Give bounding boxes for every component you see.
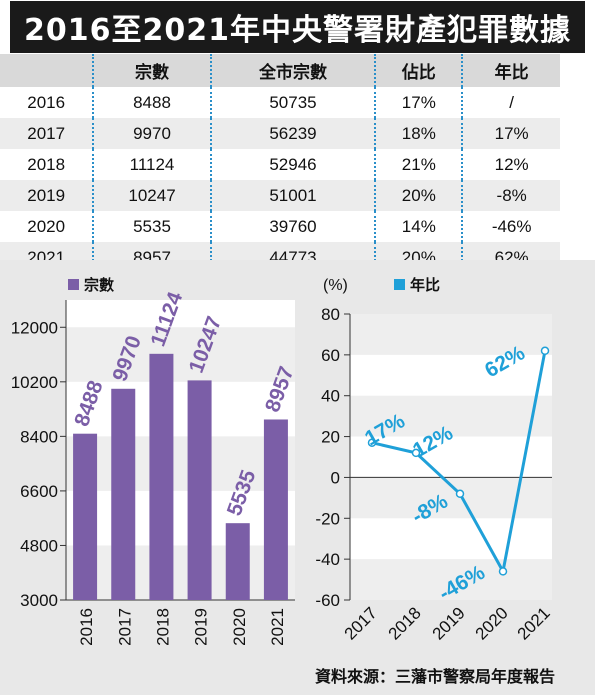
header-count: 宗數 bbox=[92, 54, 211, 87]
bar bbox=[73, 433, 98, 600]
cell-city-count: 52946 bbox=[209, 149, 376, 180]
line-x-tick-label: 2017 bbox=[341, 603, 381, 643]
header-share: 佔比 bbox=[374, 54, 463, 87]
cell-yoy: 17% bbox=[461, 118, 560, 149]
line-grid-band bbox=[350, 395, 552, 437]
bar-x-tick-label: 2016 bbox=[77, 608, 96, 646]
bar bbox=[225, 523, 250, 600]
bar-y-tick-label: 12000 bbox=[11, 318, 58, 337]
header-yoy: 年比 bbox=[461, 54, 560, 87]
bar-y-tick-label: 4800 bbox=[20, 536, 58, 555]
bar bbox=[263, 419, 288, 600]
cell-year: 2018 bbox=[27, 154, 66, 174]
line-y-tick-label: 40 bbox=[321, 387, 340, 406]
line-x-tick-label: 2021 bbox=[514, 603, 554, 643]
bar-x-tick-label: 2019 bbox=[192, 608, 211, 646]
header-year bbox=[0, 54, 94, 87]
line-y-tick-label: -40 bbox=[315, 550, 340, 569]
cell-city-count: 39760 bbox=[209, 211, 376, 242]
table-row: 2020 5535 39760 14% -46% bbox=[0, 211, 560, 242]
header-city-count: 全市宗數 bbox=[209, 54, 376, 87]
line-grid-band bbox=[350, 559, 552, 600]
line-point bbox=[498, 567, 508, 576]
source-note: 資料來源：三藩市警察局年度報告 bbox=[314, 667, 555, 686]
cell-yoy: 12% bbox=[461, 149, 560, 180]
cell-share: 17% bbox=[374, 87, 463, 118]
table-row: 2019 10247 51001 20% -8% bbox=[0, 180, 560, 211]
line-x-tick-label: 2020 bbox=[472, 603, 512, 643]
line-legend-label: 年比 bbox=[410, 276, 440, 294]
bar-legend-swatch bbox=[68, 279, 79, 290]
cell-city-count: 50735 bbox=[209, 87, 376, 118]
cell-count: 8488 bbox=[92, 87, 211, 118]
line-point bbox=[411, 448, 421, 458]
cell-yoy: -8% bbox=[461, 180, 560, 211]
bar-grid-band bbox=[66, 545, 295, 600]
table-row: 2016 8488 50735 17% / bbox=[0, 87, 560, 118]
title-bar: 2016至2021年中央警署財產犯罪數據 bbox=[0, 0, 595, 54]
cell-count: 10247 bbox=[92, 180, 211, 211]
cell-share: 20% bbox=[374, 180, 463, 211]
cell-city-count: 56239 bbox=[209, 118, 376, 149]
line-point bbox=[540, 346, 550, 356]
bar-y-tick-label: 3000 bbox=[20, 591, 58, 610]
bar-x-tick-label: 2018 bbox=[153, 608, 172, 646]
bar-grid-band bbox=[66, 327, 295, 382]
cell-year: 2019 bbox=[0, 180, 94, 211]
cell-share: 14% bbox=[374, 211, 463, 242]
cell-yoy: -46% bbox=[461, 211, 560, 242]
line-legend-swatch bbox=[394, 279, 405, 290]
bar-x-tick-label: 2017 bbox=[115, 608, 134, 646]
cell-year: 2020 bbox=[27, 216, 66, 236]
line-y-tick-label: 0 bbox=[331, 468, 340, 487]
chart-title: 2016至2021年中央警署財產犯罪數據 bbox=[10, 1, 585, 53]
table-row: 2017 9970 56239 18% 17% bbox=[0, 118, 560, 149]
bar-legend-label: 宗數 bbox=[84, 276, 114, 294]
cell-count: 11124 bbox=[92, 149, 211, 180]
bar-x-tick-label: 2020 bbox=[230, 608, 249, 646]
bar bbox=[187, 380, 212, 600]
table-row: 2018 11124 52946 21% 12% bbox=[0, 149, 560, 180]
table-header-row: 宗數 全市宗數 佔比 年比 bbox=[0, 54, 560, 87]
line-y-tick-label: 20 bbox=[321, 428, 340, 447]
stats-table: 宗數 全市宗數 佔比 年比 2016 8488 50735 17% / 2017… bbox=[0, 54, 560, 273]
line-y-unit: (%) bbox=[323, 277, 348, 294]
bar-x-tick-label: 2021 bbox=[268, 608, 287, 646]
bar-y-tick-label: 8400 bbox=[20, 427, 58, 446]
cell-city-count: 51001 bbox=[209, 180, 376, 211]
cell-share: 21% bbox=[374, 149, 463, 180]
cell-year: 2017 bbox=[0, 118, 94, 149]
bar-grid-band bbox=[66, 436, 295, 491]
cell-count: 5535 bbox=[92, 211, 211, 242]
line-y-tick-label: -60 bbox=[315, 591, 340, 610]
line-y-tick-label: 80 bbox=[321, 305, 340, 324]
cell-year: 2016 bbox=[27, 92, 66, 112]
bar-y-tick-label: 10200 bbox=[11, 373, 58, 392]
bar bbox=[149, 353, 174, 600]
bar bbox=[111, 388, 136, 600]
bar-y-tick-label: 6600 bbox=[20, 482, 58, 501]
line-y-tick-label: -20 bbox=[315, 509, 340, 528]
cell-share: 18% bbox=[374, 118, 463, 149]
line-x-tick-label: 2019 bbox=[429, 603, 469, 643]
cell-count: 9970 bbox=[92, 118, 211, 149]
line-plot-area bbox=[350, 314, 552, 600]
line-grid-band bbox=[350, 314, 552, 355]
line-x-tick-label: 2018 bbox=[385, 603, 425, 643]
cell-yoy: / bbox=[461, 87, 560, 118]
line-point bbox=[367, 438, 377, 447]
line-point bbox=[455, 489, 465, 499]
line-y-tick-label: 60 bbox=[321, 346, 340, 365]
